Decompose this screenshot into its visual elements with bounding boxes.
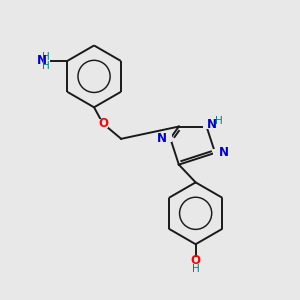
Text: N: N — [207, 118, 217, 131]
Bar — [213, 149, 223, 157]
Text: O: O — [190, 254, 201, 267]
Text: O: O — [98, 117, 108, 130]
Bar — [203, 121, 213, 129]
Bar — [163, 134, 172, 142]
Text: H: H — [192, 264, 200, 274]
Text: H: H — [42, 61, 50, 71]
Bar — [98, 119, 108, 128]
Bar — [191, 256, 200, 264]
Text: H: H — [42, 52, 50, 62]
Text: N: N — [37, 54, 47, 68]
Text: N: N — [219, 146, 229, 159]
Text: H: H — [215, 116, 223, 126]
Text: N: N — [157, 132, 167, 145]
